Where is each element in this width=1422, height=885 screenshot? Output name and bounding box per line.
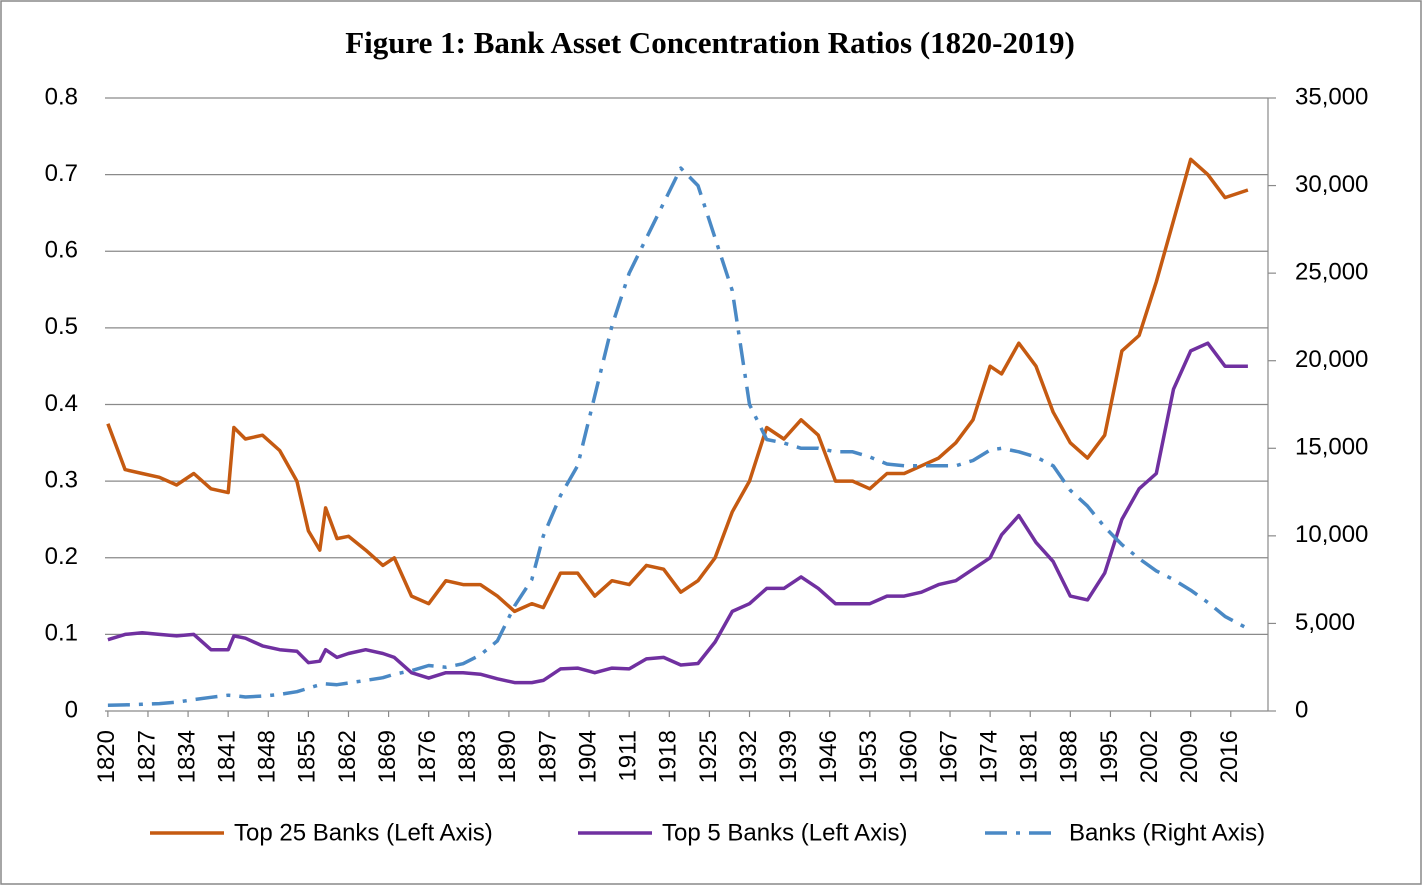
x-tick-label: 1932 — [735, 730, 762, 783]
y2-tick-label: 10,000 — [1295, 521, 1368, 548]
y2-tick-label: 15,000 — [1295, 434, 1368, 461]
x-tick-label: 1890 — [494, 730, 521, 783]
x-tick-label: 1904 — [574, 730, 601, 783]
x-tick-label: 2009 — [1176, 730, 1203, 783]
y2-tick-label: 35,000 — [1295, 83, 1368, 110]
x-tick-label: 1967 — [935, 730, 962, 783]
x-tick-label: 1981 — [1016, 730, 1043, 783]
x-tick-label: 1925 — [695, 730, 722, 783]
x-tick-label: 1897 — [534, 730, 561, 783]
y-tick-label: 0 — [65, 696, 78, 723]
legend-label: Top 5 Banks (Left Axis) — [662, 819, 907, 846]
x-tick-label: 1960 — [895, 730, 922, 783]
x-tick-label: 1939 — [775, 730, 802, 783]
x-tick-label: 1988 — [1056, 730, 1083, 783]
x-tick-label: 1946 — [815, 730, 842, 783]
x-tick-label: 2016 — [1216, 730, 1243, 783]
y-tick-label: 0.6 — [45, 237, 78, 264]
y2-tick-label: 25,000 — [1295, 258, 1368, 285]
legend-label: Banks (Right Axis) — [1069, 819, 1265, 846]
y2-tick-label: 0 — [1295, 696, 1308, 723]
x-tick-label: 1848 — [254, 730, 281, 783]
x-tick-label: 1862 — [334, 730, 361, 783]
y-tick-label: 0.2 — [45, 543, 78, 570]
x-tick-label: 1883 — [454, 730, 481, 783]
x-tick-label: 1876 — [414, 730, 441, 783]
series-line — [107, 166, 1249, 707]
y-tick-label: 0.1 — [45, 620, 78, 647]
x-tick-label: 1911 — [615, 730, 642, 782]
y2-tick-label: 20,000 — [1295, 346, 1368, 373]
series-line — [107, 341, 1248, 685]
y2-tick-label: 5,000 — [1295, 609, 1355, 636]
y-tick-label: 0.3 — [45, 466, 78, 493]
y-tick-label: 0.8 — [45, 83, 78, 110]
x-tick-label: 2002 — [1136, 730, 1163, 783]
y2-tick-label: 30,000 — [1295, 171, 1368, 198]
x-tick-label: 1918 — [655, 730, 682, 783]
x-tick-label: 1841 — [214, 730, 241, 783]
x-tick-label: 1953 — [855, 730, 882, 783]
x-tick-label: 1869 — [374, 730, 401, 783]
chart-title: Figure 1: Bank Asset Concentration Ratio… — [345, 25, 1075, 60]
x-tick-label: 1820 — [93, 730, 120, 783]
x-tick-label: 1995 — [1096, 730, 1123, 783]
x-tick-label: 1834 — [173, 730, 200, 783]
x-tick-label: 1855 — [294, 730, 321, 783]
series-line — [106, 157, 1249, 614]
y-tick-label: 0.5 — [45, 313, 78, 340]
x-tick-label: 1974 — [975, 730, 1002, 783]
y-tick-label: 0.4 — [45, 390, 78, 417]
x-tick-label: 1827 — [133, 730, 160, 783]
y-tick-label: 0.7 — [45, 160, 78, 187]
legend-label: Top 25 Banks (Left Axis) — [234, 819, 493, 846]
